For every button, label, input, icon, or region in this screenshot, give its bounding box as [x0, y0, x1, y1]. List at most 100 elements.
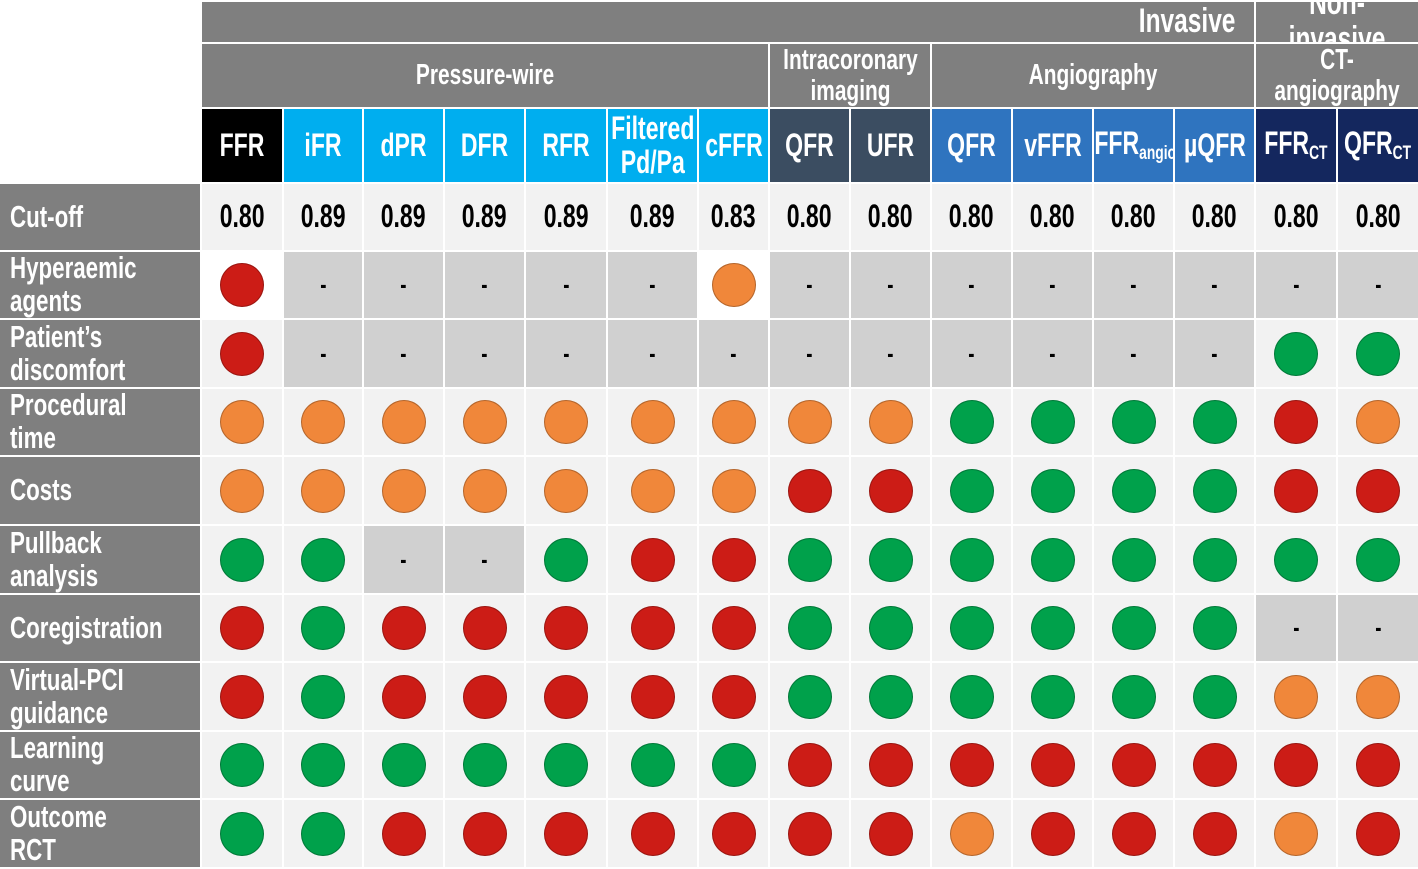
cell: [699, 457, 768, 524]
subgroup-label: CT-angiography: [1274, 45, 1399, 106]
status-dot: [381, 400, 426, 444]
not-applicable-text: -: [649, 269, 656, 300]
column-label: FFR: [213, 128, 271, 163]
column-label: FFRCT: [1264, 125, 1327, 164]
cell: 0.80: [770, 184, 849, 250]
cell: -: [932, 320, 1011, 387]
status-dot: [949, 400, 994, 444]
cutoff-value-text: 0.80: [1355, 198, 1401, 235]
cell: -: [1338, 252, 1418, 318]
status-dot: [787, 606, 832, 650]
status-dot: [462, 743, 507, 787]
cell: [699, 526, 768, 593]
not-applicable-text: -: [481, 269, 488, 300]
cell: [770, 663, 849, 730]
column-label-text: µQFR: [1183, 126, 1246, 163]
column-label: dPR: [375, 126, 432, 163]
cell: [608, 800, 697, 867]
status-dot: [1274, 537, 1318, 582]
cutoff-value-text: 0.89: [300, 198, 346, 235]
not-applicable-text: -: [887, 269, 894, 300]
cell: -: [1256, 252, 1336, 318]
status-dot: [1030, 811, 1075, 856]
status-dot: [220, 811, 264, 856]
row-label-text: Costs: [10, 472, 73, 508]
cutoff-value: 0.80: [219, 198, 265, 235]
cell: -: [284, 320, 362, 387]
not-applicable-text: -: [806, 337, 813, 368]
status-dot: [462, 674, 507, 719]
column-header: QFR: [770, 109, 849, 182]
not-applicable: -: [563, 271, 569, 298]
cell: [932, 663, 1011, 730]
column-label-text: Filtered Pd/Pa: [610, 109, 695, 180]
cell: [364, 457, 443, 524]
cell: -: [851, 320, 930, 387]
not-applicable: -: [320, 271, 326, 298]
cell: -: [364, 526, 443, 593]
status-dot: [868, 606, 913, 650]
not-applicable: -: [1375, 614, 1381, 641]
status-dot: [868, 743, 913, 787]
status-dot: [462, 400, 507, 444]
column-header: DFR: [445, 109, 524, 182]
not-applicable-text: -: [1374, 612, 1382, 643]
cell: [1338, 800, 1418, 867]
not-applicable: -: [1211, 271, 1217, 298]
column-label: DFR: [456, 128, 513, 163]
not-applicable-text: -: [968, 269, 975, 300]
cell: [526, 663, 606, 730]
row-label-text: Cut-off: [10, 198, 84, 234]
cutoff-value: 0.80: [1192, 199, 1237, 234]
status-dot: [1192, 743, 1237, 787]
status-dot: [787, 537, 832, 582]
cell: [1175, 800, 1254, 867]
status-dot: [1192, 606, 1237, 650]
column-label: vFFR: [1024, 128, 1082, 163]
status-dot: [711, 811, 756, 856]
status-dot: [381, 674, 426, 719]
status-dot: [301, 400, 345, 444]
cutoff-value-text: 0.80: [219, 198, 265, 235]
not-applicable-text: -: [968, 337, 975, 368]
not-applicable-text: -: [481, 337, 488, 368]
column-label-text: cFFR: [704, 126, 763, 163]
status-dot: [544, 400, 588, 444]
cell: -: [1094, 252, 1173, 318]
column-label-text: FFR: [1094, 125, 1139, 162]
cell: [851, 526, 930, 593]
group-label-text: Non-invasive: [1288, 2, 1386, 42]
cell: -: [1094, 320, 1173, 387]
cell: -: [526, 320, 606, 387]
status-dot: [220, 400, 264, 444]
status-dot: [301, 674, 345, 719]
not-applicable-text: -: [400, 269, 407, 300]
column-label: QFR: [943, 126, 1000, 163]
cell: [1256, 389, 1336, 455]
column-label-text: UFR: [866, 126, 915, 163]
column-label-text: FFR: [1264, 125, 1310, 162]
status-dot: [301, 606, 345, 650]
row-label-text: Outcome RCT: [10, 800, 107, 867]
not-applicable: -: [649, 339, 655, 367]
subgroup-header: CT-angiography: [1256, 44, 1418, 107]
status-dot: [787, 811, 832, 856]
column-label-text: dPR: [380, 126, 427, 163]
cell: 0.89: [445, 184, 524, 250]
status-dot: [787, 674, 832, 719]
status-dot: [787, 468, 832, 513]
column-label-text: QFR: [947, 126, 996, 163]
cell: [1338, 320, 1418, 387]
column-label: UFR: [862, 126, 919, 163]
cell: [608, 595, 697, 661]
column-label-subscript: angio: [1138, 142, 1173, 164]
status-dot: [220, 606, 264, 650]
cutoff-value-text: 0.80: [868, 198, 913, 235]
cell: 0.80: [1094, 184, 1173, 250]
not-applicable: -: [806, 337, 813, 368]
cell: -: [284, 252, 362, 318]
cell: -: [364, 320, 443, 387]
not-applicable-text: -: [481, 543, 488, 574]
status-dot: [220, 743, 264, 787]
not-applicable-text: -: [562, 269, 570, 300]
